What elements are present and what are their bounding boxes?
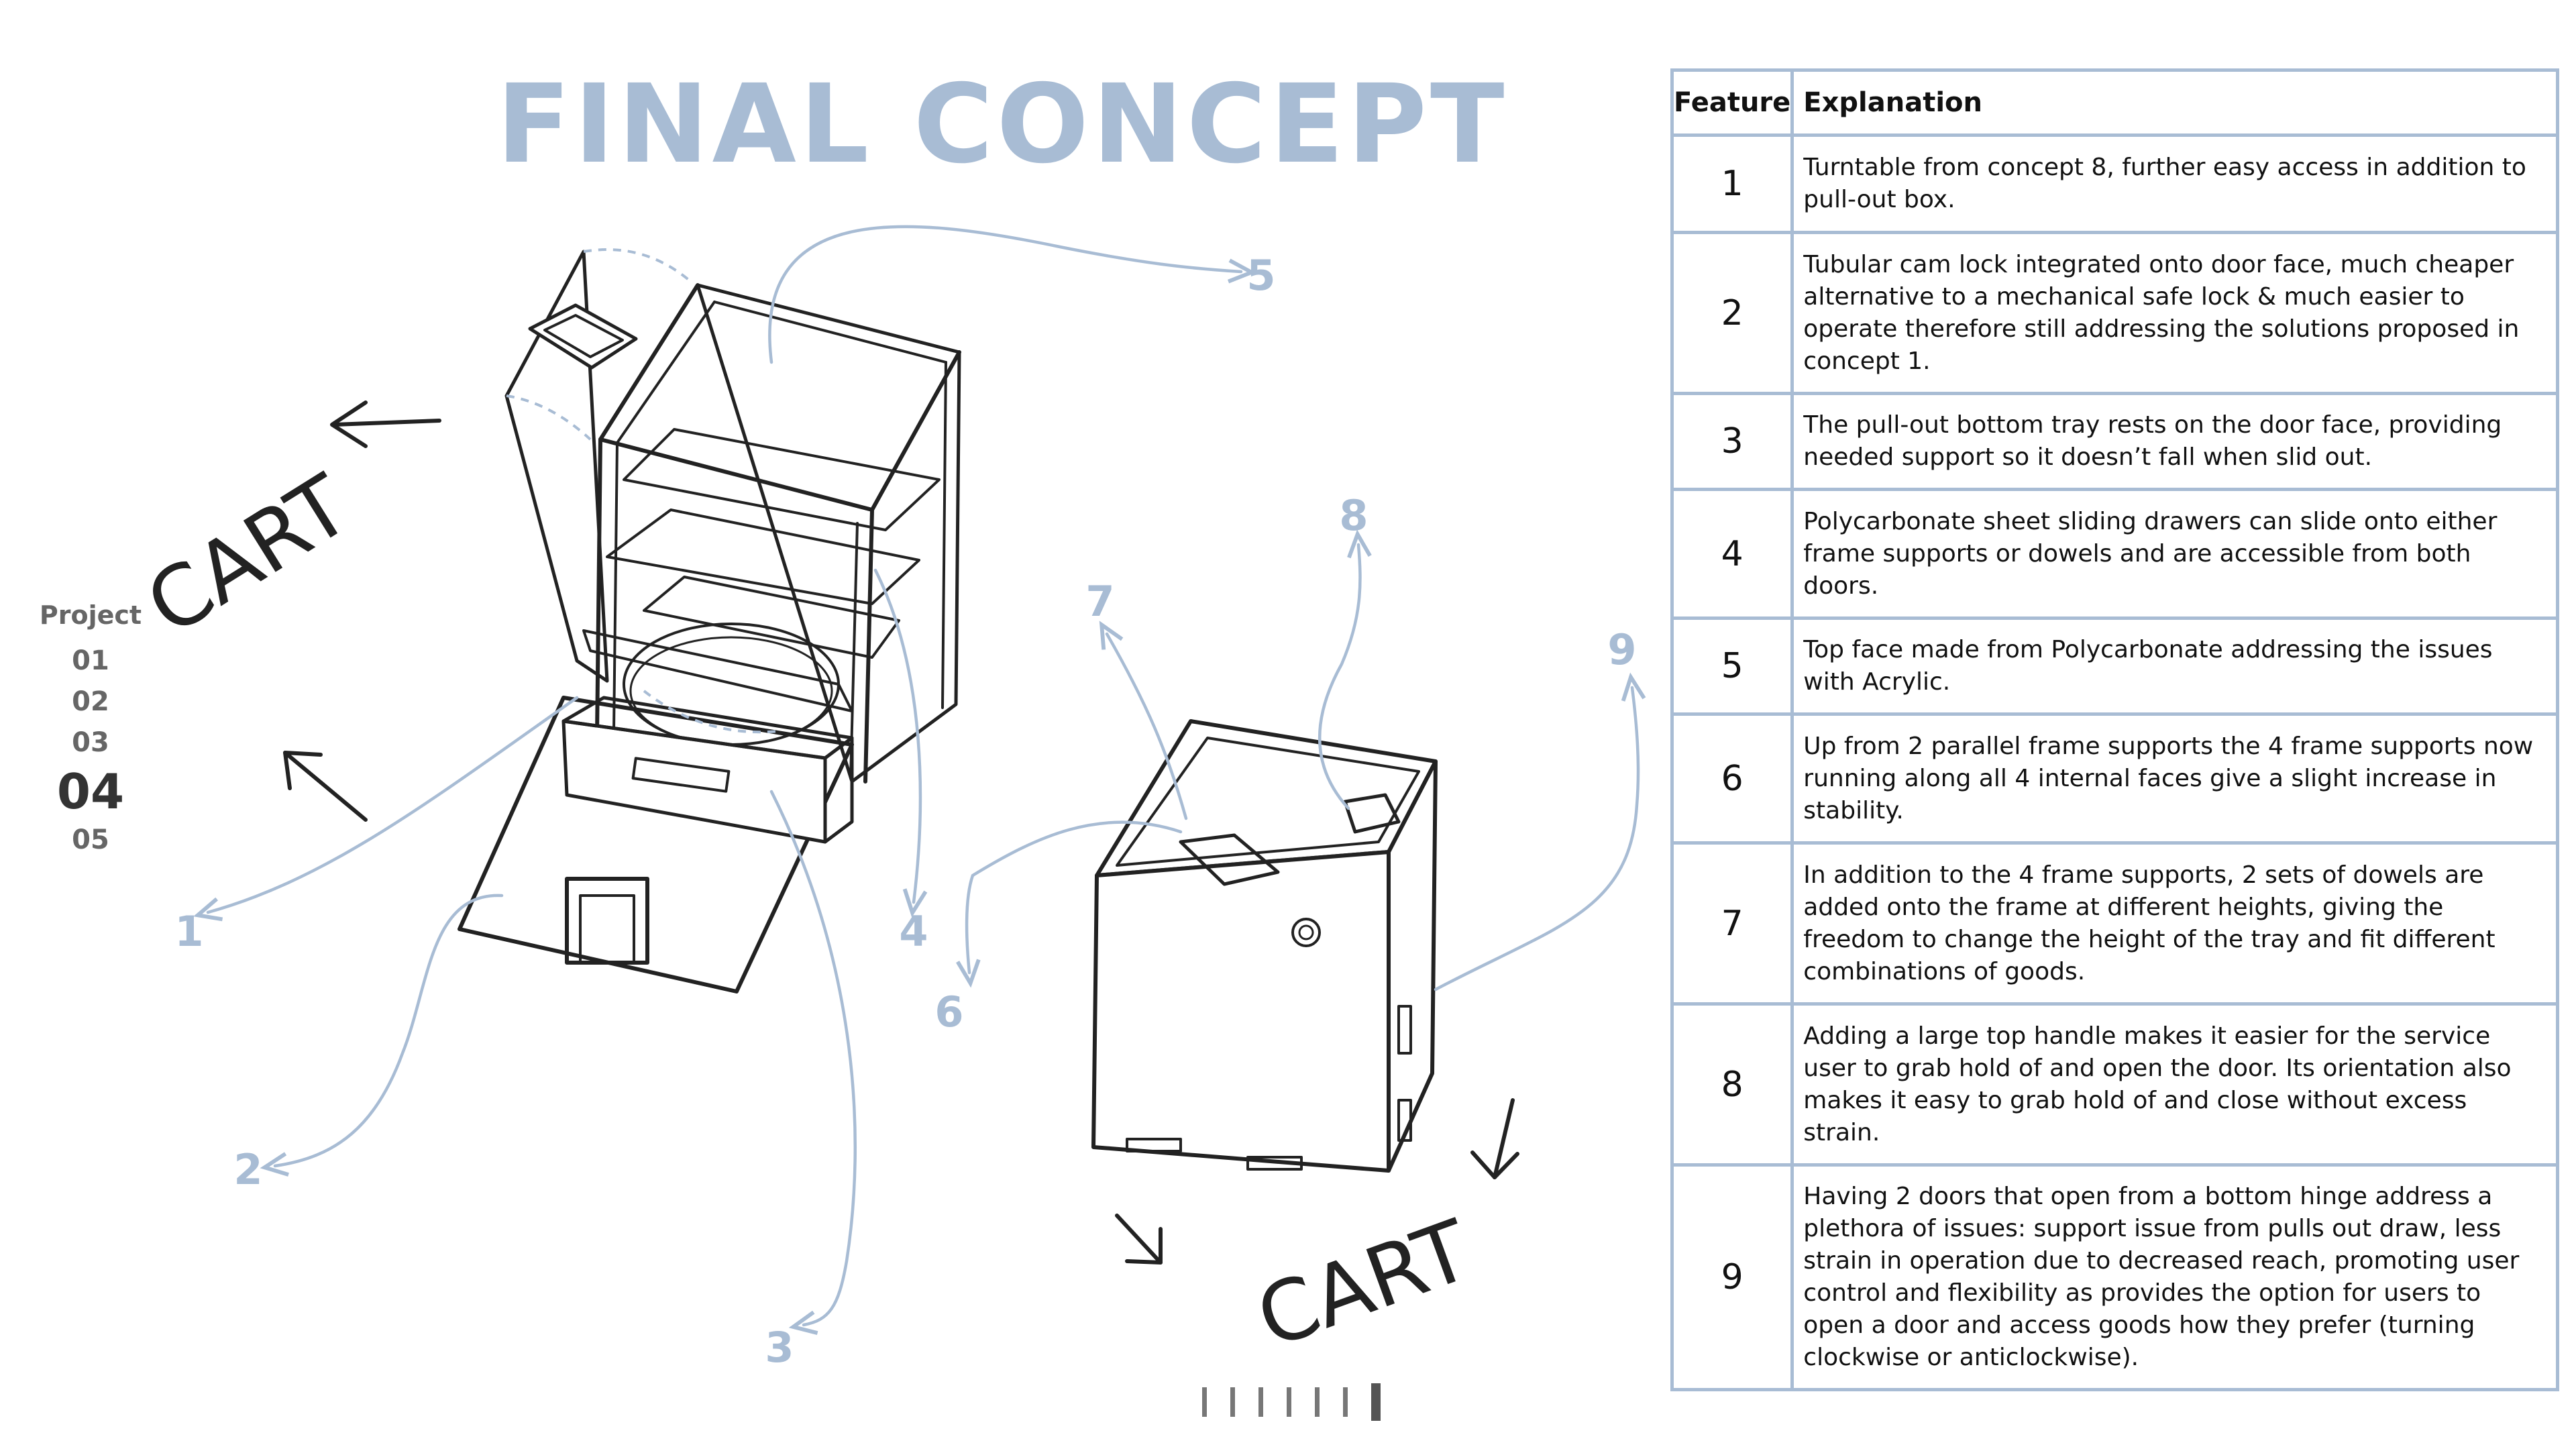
table-row: 7 In addition to the 4 frame supports, 2… — [1670, 841, 2559, 1006]
feature-number: 4 — [1670, 488, 1794, 620]
feature-explanation: The pull-out bottom tray rests on the do… — [1790, 392, 2559, 491]
feature-number: 1 — [1670, 133, 1794, 234]
feature-number: 6 — [1670, 712, 1794, 845]
feature-number: 8 — [1670, 1002, 1794, 1167]
pager-tick[interactable] — [1258, 1387, 1263, 1417]
table-row: 3 The pull-out bottom tray rests on the … — [1670, 392, 2559, 491]
callout-number: 1 — [174, 907, 203, 956]
project-nav: Project 01 02 03 04 05 — [34, 600, 148, 861]
feature-explanation: Up from 2 parallel frame supports the 4 … — [1790, 712, 2559, 845]
pager-tick[interactable] — [1230, 1387, 1235, 1417]
callout-number: 6 — [934, 987, 963, 1036]
project-nav-item-02[interactable]: 02 — [72, 686, 109, 717]
feature-number: 5 — [1670, 616, 1794, 716]
pager-tick[interactable] — [1287, 1387, 1291, 1417]
pager-tick[interactable] — [1202, 1387, 1207, 1417]
project-nav-item-04[interactable]: 04 — [56, 763, 125, 820]
project-nav-item-03[interactable]: 03 — [72, 727, 109, 758]
project-nav-item-05[interactable]: 05 — [72, 824, 109, 855]
feature-number: 9 — [1670, 1163, 1794, 1391]
table-row: 6 Up from 2 parallel frame supports the … — [1670, 712, 2559, 845]
callout-number: 4 — [899, 907, 928, 956]
table-row: 9 Having 2 doors that open from a bottom… — [1670, 1163, 2559, 1391]
feature-number: 3 — [1670, 392, 1794, 491]
feature-explanation: Tubular cam lock integrated onto door fa… — [1790, 231, 2559, 395]
open-cart-drawing — [458, 250, 961, 994]
feature-number: 2 — [1670, 231, 1794, 395]
column-header-explanation: Explanation — [1790, 68, 2559, 137]
pager-tick-active[interactable] — [1371, 1383, 1381, 1421]
callout-number: 2 — [233, 1145, 262, 1194]
pager-tick[interactable] — [1343, 1387, 1348, 1417]
feature-explanation: Top face made from Polycarbonate address… — [1790, 616, 2559, 716]
callout-number: 8 — [1339, 491, 1368, 540]
feature-table: Feature Explanation 1 Turntable from con… — [1670, 68, 2559, 1391]
callout-number: 5 — [1246, 251, 1275, 300]
pager-tick[interactable] — [1315, 1387, 1320, 1417]
table-row: 5 Top face made from Polycarbonate addre… — [1670, 616, 2559, 716]
page-title: FINAL CONCEPT — [496, 62, 1508, 188]
column-header-feature: Feature — [1670, 68, 1794, 137]
feature-explanation: Adding a large top handle makes it easie… — [1790, 1002, 2559, 1167]
table-row: 4 Polycarbonate sheet sliding drawers ca… — [1670, 488, 2559, 620]
callout-number: 3 — [765, 1323, 794, 1372]
table-row: 2 Tubular cam lock integrated onto door … — [1670, 231, 2559, 395]
callout-number: 9 — [1607, 625, 1636, 674]
cart-label: CART — [1245, 1202, 1483, 1368]
project-nav-label: Project — [39, 600, 142, 630]
feature-explanation: Having 2 doors that open from a bottom h… — [1790, 1163, 2559, 1391]
feature-explanation: Polycarbonate sheet sliding drawers can … — [1790, 488, 2559, 620]
table-row: 8 Adding a large top handle makes it eas… — [1670, 1002, 2559, 1167]
feature-explanation: Turntable from concept 8, further easy a… — [1790, 133, 2559, 234]
cart-label: CART — [131, 457, 367, 655]
table-header-row: Feature Explanation — [1670, 68, 2559, 137]
closed-cart-drawing — [1091, 719, 1438, 1173]
feature-explanation: In addition to the 4 frame supports, 2 s… — [1790, 841, 2559, 1006]
table-row: 1 Turntable from concept 8, further easy… — [1670, 133, 2559, 234]
feature-number: 7 — [1670, 841, 1794, 1006]
callout-number: 7 — [1085, 577, 1114, 626]
project-nav-item-01[interactable]: 01 — [72, 645, 109, 676]
